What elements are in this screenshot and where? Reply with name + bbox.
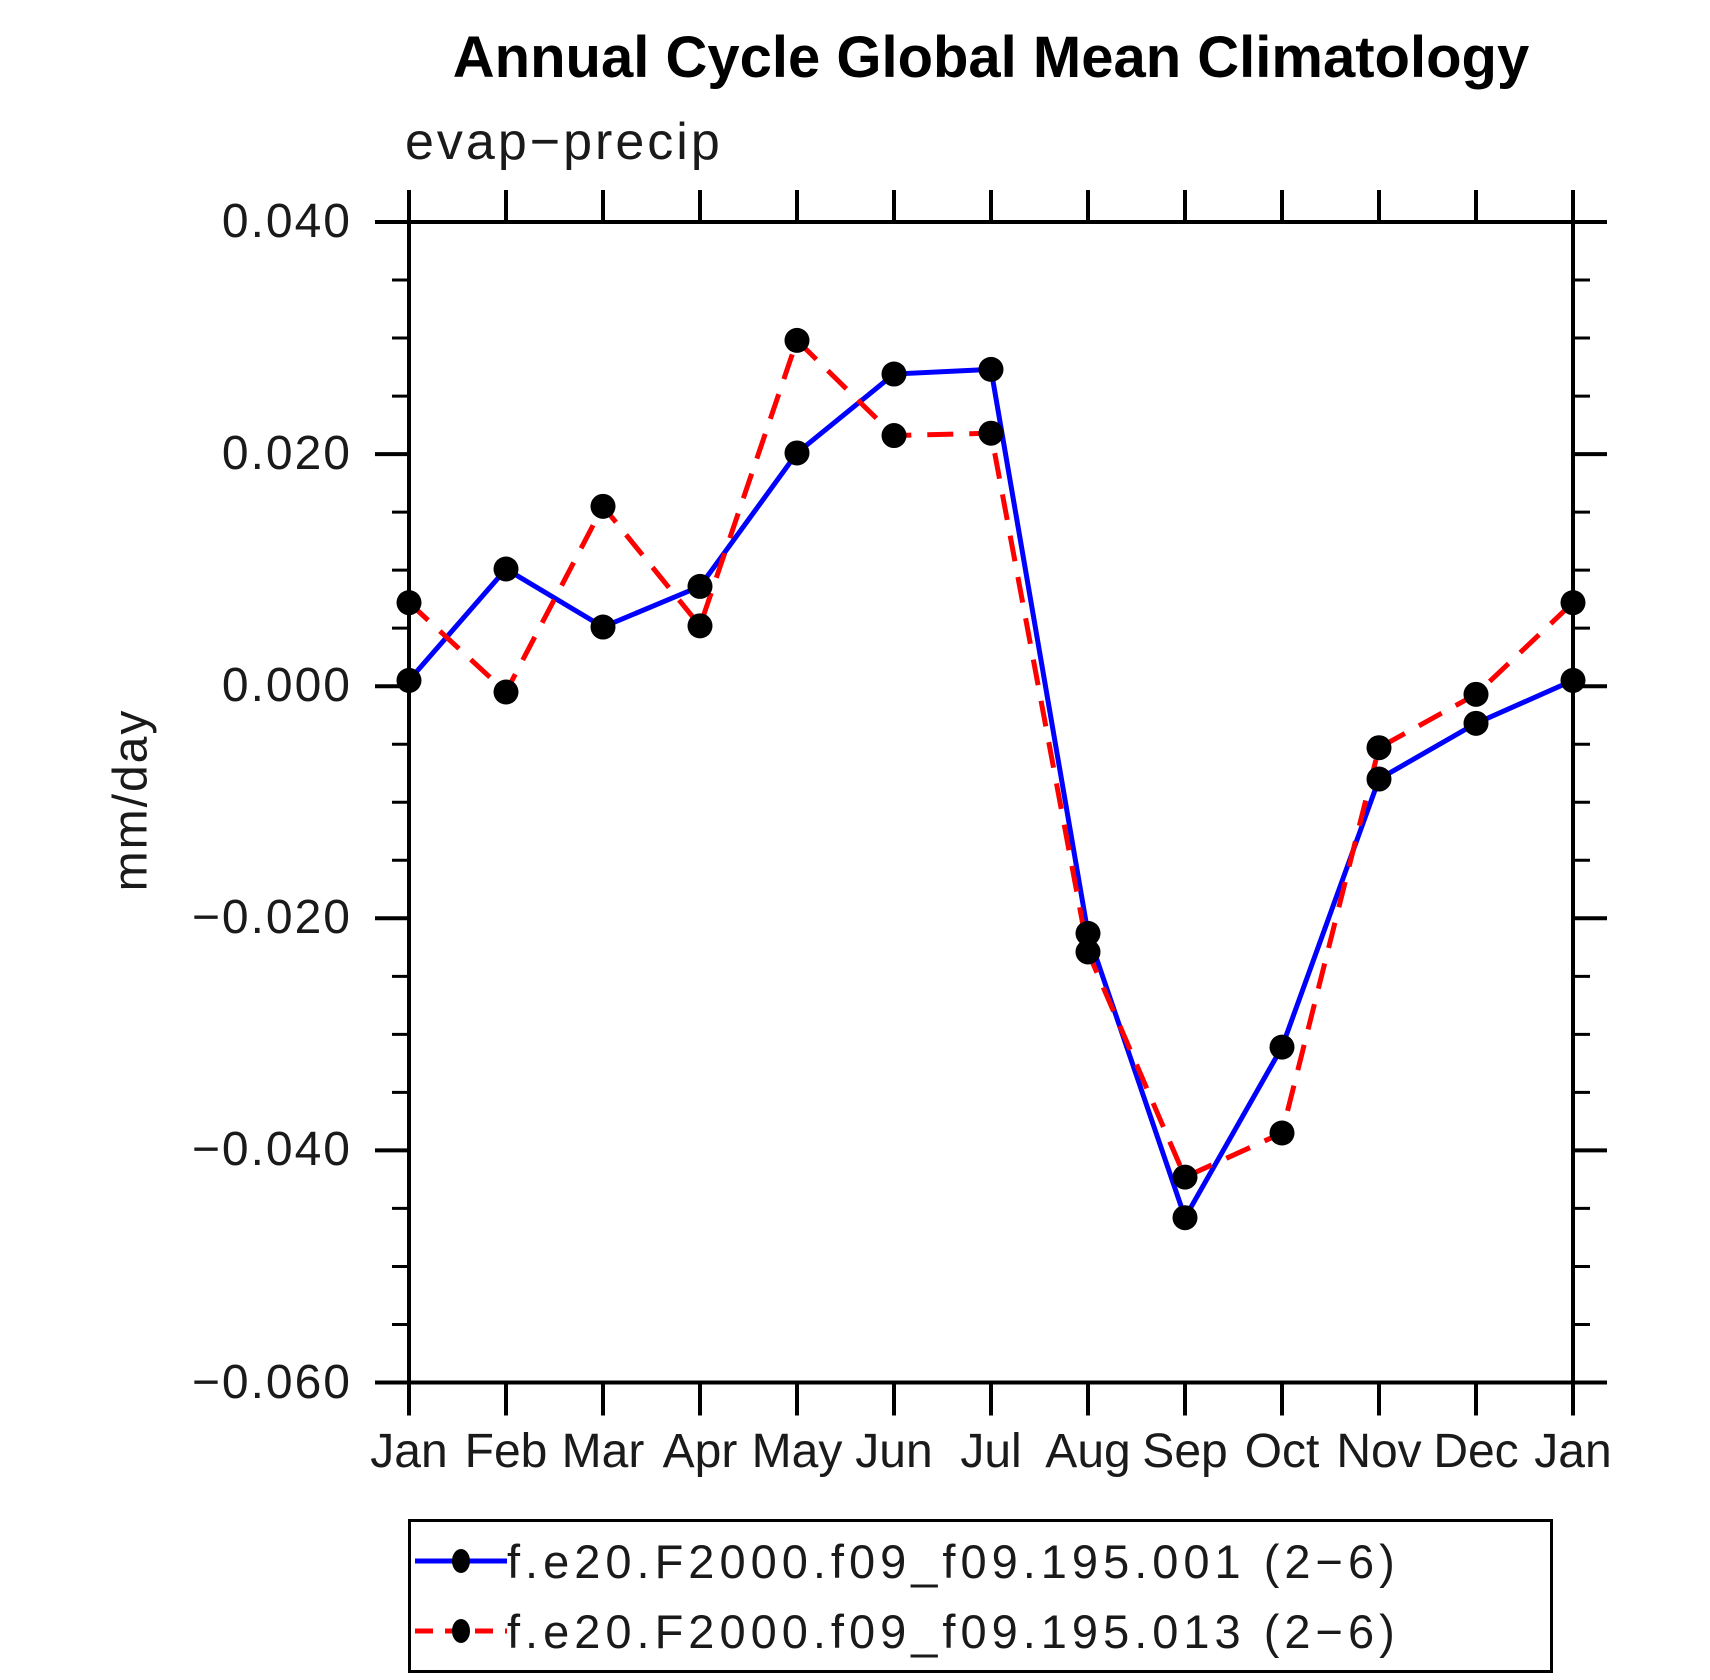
data-point-marker: [590, 614, 616, 640]
data-point-marker: [1172, 1164, 1198, 1190]
x-tick-label: Jun: [855, 1425, 933, 1478]
data-point-marker: [1269, 1034, 1295, 1060]
legend-label: f.e20.F2000.f09_f09.195.001 (2−6): [507, 1534, 1400, 1588]
y-tick-label: −0.060: [191, 1355, 352, 1409]
series-line-0: [407, 366, 1575, 1224]
data-point-marker: [1075, 939, 1101, 965]
data-point-marker: [1075, 920, 1101, 946]
series-line-1: [407, 335, 1575, 1181]
chart-subtitle: evap−precip: [405, 113, 723, 171]
data-point-marker: [978, 356, 1004, 382]
plot-frame: [407, 220, 1575, 1385]
legend: f.e20.F2000.f09_f09.195.001 (2−6) f.e20.F…: [408, 1519, 1553, 1673]
x-tick-label: Dec: [1433, 1425, 1519, 1478]
y-tick-label: 0.040: [221, 195, 352, 248]
data-point-marker: [493, 679, 519, 705]
data-point-marker: [493, 556, 519, 582]
y-tick-label: −0.020: [191, 891, 352, 945]
x-tick-label: Nov: [1336, 1425, 1422, 1478]
data-point-marker: [784, 440, 810, 466]
x-tick-label: Jan: [370, 1425, 448, 1478]
data-point-marker: [1269, 1120, 1295, 1146]
x-tick-label: Feb: [464, 1425, 548, 1478]
data-point-marker: [590, 493, 616, 519]
x-tick-label: Sep: [1142, 1425, 1228, 1478]
data-point-marker: [1366, 766, 1392, 792]
data-point-marker: [687, 573, 713, 599]
data-point-marker: [396, 667, 422, 693]
data-point-marker: [687, 613, 713, 639]
data-point-marker: [1560, 667, 1586, 693]
legend-row: f.e20.F2000.f09_f09.195.001 (2−6): [415, 1526, 1550, 1596]
x-tick-label: Aug: [1045, 1425, 1131, 1478]
x-tick-label: Jul: [960, 1425, 1022, 1478]
data-point-marker: [1463, 681, 1489, 707]
y-tick-label: 0.020: [221, 427, 352, 481]
data-point-marker: [1366, 735, 1392, 761]
legend-label: f.e20.F2000.f09_f09.195.013 (2−6): [507, 1604, 1400, 1658]
x-tick-label: May: [751, 1425, 843, 1478]
data-point-marker: [978, 420, 1004, 446]
legend-line-sample: [415, 1619, 507, 1643]
data-point-marker: [784, 327, 810, 353]
x-tick-label: Mar: [561, 1425, 645, 1478]
y-tick-label: −0.040: [191, 1123, 352, 1177]
legend-marker-icon: [452, 1549, 470, 1573]
legend-row: f.e20.F2000.f09_f09.195.013 (2−6): [415, 1596, 1550, 1666]
data-point-marker: [1172, 1205, 1198, 1231]
x-tick-label: Jan: [1534, 1425, 1612, 1478]
chart-title: Annual Cycle Global Mean Climatology: [452, 25, 1530, 90]
data-point-marker: [881, 361, 907, 387]
data-point-marker: [881, 423, 907, 449]
x-tick-label: Oct: [1244, 1425, 1320, 1478]
y-tick-label: 0.000: [221, 659, 352, 713]
x-tick-label: Apr: [662, 1425, 738, 1478]
data-point-marker: [396, 590, 422, 616]
data-point-marker: [1560, 590, 1586, 616]
legend-line-sample: [415, 1549, 507, 1573]
legend-marker-icon: [452, 1619, 470, 1643]
data-point-marker: [1463, 710, 1489, 736]
